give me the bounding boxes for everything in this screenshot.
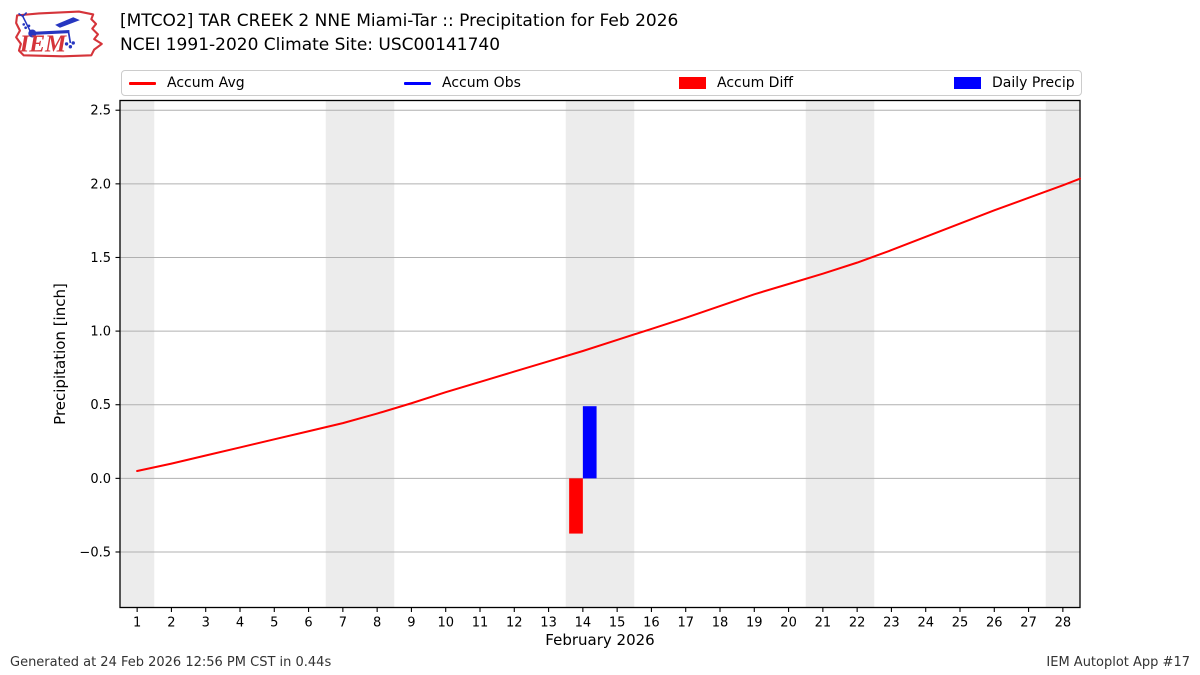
x-axis-label: February 2026 bbox=[545, 631, 655, 649]
legend-label: Accum Avg bbox=[167, 75, 245, 91]
x-tick-label: 3 bbox=[202, 616, 210, 631]
x-tick-label: 7 bbox=[339, 616, 347, 631]
weekend-band bbox=[120, 100, 155, 608]
y-tick-label: −0.5 bbox=[79, 545, 111, 560]
iem-logo-text: IEM bbox=[19, 32, 67, 58]
weekend-band bbox=[1045, 100, 1080, 608]
legend-item-accum-obs: Accum Obs bbox=[404, 71, 521, 95]
legend: Accum Avg Accum Obs Accum Diff Daily Pre… bbox=[121, 70, 1082, 96]
x-tick-label: 28 bbox=[1055, 616, 1072, 631]
x-tick-label: 8 bbox=[373, 616, 381, 631]
x-tick-label: 5 bbox=[270, 616, 278, 631]
x-tick-label: 9 bbox=[407, 616, 415, 631]
accum-obs-line-swatch-icon bbox=[404, 81, 431, 85]
accum-avg-line-swatch-icon bbox=[129, 81, 156, 85]
x-tick-label: 6 bbox=[304, 616, 312, 631]
weekend-band bbox=[325, 100, 395, 608]
y-tick-label: 0.5 bbox=[90, 398, 111, 413]
legend-item-daily-precip: Daily Precip bbox=[954, 71, 1075, 95]
x-tick-label: 26 bbox=[986, 616, 1003, 631]
y-tick-label: 2.0 bbox=[90, 177, 111, 192]
accum-diff-bar bbox=[569, 478, 583, 534]
x-tick-label: 14 bbox=[575, 616, 592, 631]
x-tick-label: 13 bbox=[540, 616, 557, 631]
daily-precip-bar bbox=[582, 406, 597, 479]
iem-logo: IEM bbox=[15, 10, 103, 58]
y-tick-label: 1.0 bbox=[90, 325, 111, 340]
daily-precip-rect-swatch-icon bbox=[954, 77, 981, 89]
x-tick-label: 24 bbox=[917, 616, 934, 631]
page-title: [MTCO2] TAR CREEK 2 NNE Miami-Tar :: Pre… bbox=[120, 11, 679, 31]
accum-avg-line bbox=[136, 177, 1081, 472]
x-tick-label: 10 bbox=[437, 616, 454, 631]
generated-at-text: Generated at 24 Feb 2026 12:56 PM CST in… bbox=[10, 655, 332, 670]
x-tick-label: 4 bbox=[236, 616, 244, 631]
x-tick-label: 22 bbox=[849, 616, 866, 631]
y-tick-label: 0.0 bbox=[90, 472, 111, 487]
legend-label: Daily Precip bbox=[992, 75, 1075, 91]
x-tick-label: 11 bbox=[472, 616, 489, 631]
x-tick-label: 27 bbox=[1020, 616, 1037, 631]
x-tick-label: 21 bbox=[815, 616, 832, 631]
x-tick-label: 12 bbox=[506, 616, 523, 631]
x-tick-label: 18 bbox=[712, 616, 729, 631]
legend-label: Accum Diff bbox=[717, 75, 794, 91]
legend-item-accum-diff: Accum Diff bbox=[679, 71, 793, 95]
y-axis-label: Precipitation [inch] bbox=[51, 283, 69, 425]
x-tick-label: 17 bbox=[677, 616, 694, 631]
x-tick-label: 19 bbox=[746, 616, 763, 631]
anemometer-icon bbox=[18, 11, 80, 49]
y-tick-label: 1.5 bbox=[90, 251, 111, 266]
x-tick-label: 1 bbox=[133, 616, 141, 631]
x-tick-label: 23 bbox=[883, 616, 900, 631]
legend-label: Accum Obs bbox=[442, 75, 521, 91]
x-tick-label: 15 bbox=[609, 616, 626, 631]
legend-item-accum-avg: Accum Avg bbox=[129, 71, 245, 95]
axes-spines bbox=[119, 99, 1081, 609]
accum-diff-rect-swatch-icon bbox=[679, 77, 706, 89]
x-tick-label: 25 bbox=[952, 616, 969, 631]
x-tick-label: 16 bbox=[643, 616, 660, 631]
weekend-band bbox=[805, 100, 875, 608]
x-tick-label: 2 bbox=[167, 616, 175, 631]
app-credit-text: IEM Autoplot App #17 bbox=[1046, 655, 1190, 670]
y-tick-label: 2.5 bbox=[90, 104, 111, 119]
iowa-outline-icon bbox=[15, 10, 103, 58]
x-tick-label: 20 bbox=[780, 616, 797, 631]
title-block: [MTCO2] TAR CREEK 2 NNE Miami-Tar :: Pre… bbox=[120, 9, 678, 57]
page-subtitle: NCEI 1991-2020 Climate Site: USC00141740 bbox=[120, 35, 501, 55]
